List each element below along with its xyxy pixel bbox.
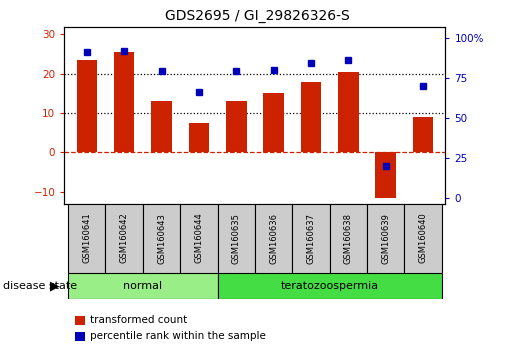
Text: teratozoospermia: teratozoospermia xyxy=(281,281,379,291)
Bar xyxy=(413,117,433,153)
Bar xyxy=(180,204,217,273)
Bar xyxy=(188,123,209,153)
Text: GSM160636: GSM160636 xyxy=(269,212,278,264)
Text: disease state: disease state xyxy=(3,281,77,291)
Bar xyxy=(255,204,293,273)
Text: GSM160640: GSM160640 xyxy=(419,213,427,263)
Bar xyxy=(404,204,442,273)
Text: GSM160642: GSM160642 xyxy=(119,213,129,263)
Text: GSM160639: GSM160639 xyxy=(381,213,390,263)
Bar xyxy=(226,101,247,153)
Bar xyxy=(293,204,330,273)
Bar xyxy=(217,204,255,273)
Bar xyxy=(367,204,404,273)
Text: percentile rank within the sample: percentile rank within the sample xyxy=(90,331,266,341)
Text: GSM160643: GSM160643 xyxy=(157,213,166,263)
Text: GSM160641: GSM160641 xyxy=(82,213,91,263)
Bar xyxy=(217,273,442,299)
Bar xyxy=(106,204,143,273)
Bar xyxy=(330,204,367,273)
Bar xyxy=(263,93,284,153)
Bar xyxy=(114,52,134,153)
Text: GDS2695 / GI_29826326-S: GDS2695 / GI_29826326-S xyxy=(165,9,350,23)
Text: GSM160635: GSM160635 xyxy=(232,213,241,263)
Bar xyxy=(151,101,172,153)
Text: GSM160644: GSM160644 xyxy=(194,213,203,263)
Text: transformed count: transformed count xyxy=(90,315,187,325)
Bar xyxy=(143,204,180,273)
Bar xyxy=(301,82,321,153)
Bar xyxy=(68,204,106,273)
Bar xyxy=(68,273,217,299)
Bar xyxy=(77,60,97,153)
Text: GSM160638: GSM160638 xyxy=(344,212,353,264)
Text: GSM160637: GSM160637 xyxy=(306,212,316,264)
Text: ▶: ▶ xyxy=(49,279,59,292)
Text: normal: normal xyxy=(123,281,162,291)
Bar xyxy=(375,153,396,198)
Bar xyxy=(338,72,358,153)
